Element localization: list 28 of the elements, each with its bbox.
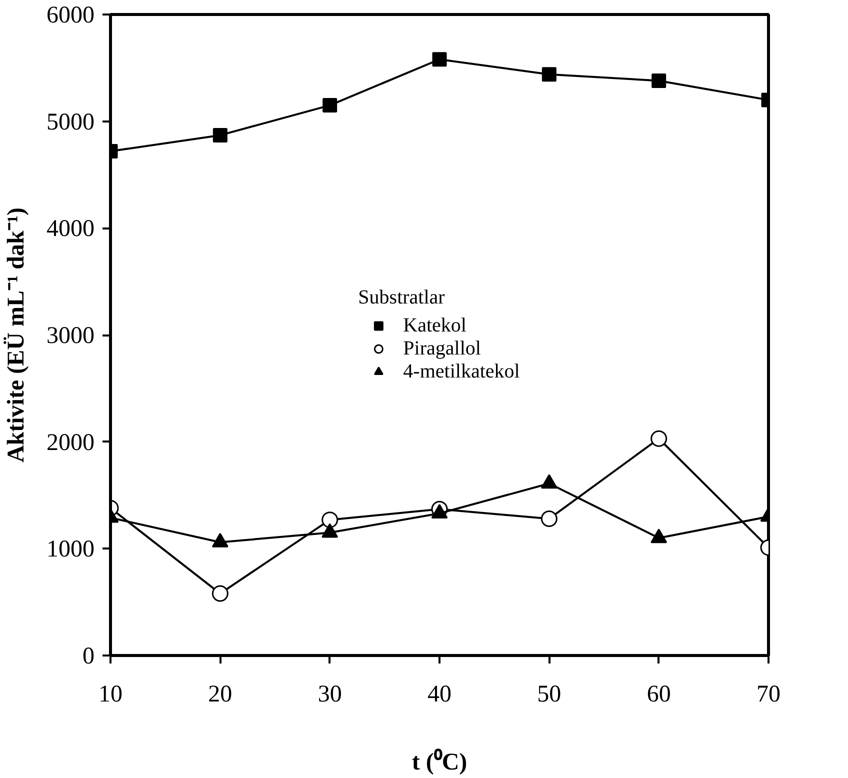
x-tick-label: 10: [98, 682, 122, 708]
point: [431, 504, 448, 518]
point: [322, 98, 338, 113]
y-tick-label: 3000: [46, 323, 94, 349]
x-tick-label: 30: [318, 682, 342, 708]
point: [540, 510, 558, 527]
point: [542, 67, 556, 82]
legend-title: Substratlar: [358, 286, 446, 309]
point: [432, 52, 447, 67]
x-tick-label: 60: [646, 682, 671, 708]
y-tick-label: 4000: [46, 216, 94, 242]
legend-label: Piragallol: [403, 337, 481, 360]
x-axis-title: t (⁰C): [412, 748, 468, 776]
y-tick-label: 0: [82, 644, 94, 670]
legend-label: Katekol: [403, 314, 466, 337]
point: [322, 512, 338, 528]
y-tick-label: 2000: [46, 430, 94, 456]
x-tick-label: 40: [428, 682, 452, 708]
x-tick-label: 70: [756, 682, 780, 708]
y-tick-label: 5000: [46, 109, 94, 136]
x-tick-label: 20: [208, 682, 232, 708]
y-axis-title: Aktivite (EÜ mL⁻¹ dak⁻¹): [4, 207, 30, 463]
point: [540, 474, 558, 489]
y-tick-label: 1000: [46, 536, 94, 563]
x-tick-label: 50: [537, 682, 562, 708]
point: [322, 523, 338, 538]
y-tick-label: 6000: [46, 2, 94, 28]
legend-label: 4-metilkatekol: [403, 360, 520, 383]
